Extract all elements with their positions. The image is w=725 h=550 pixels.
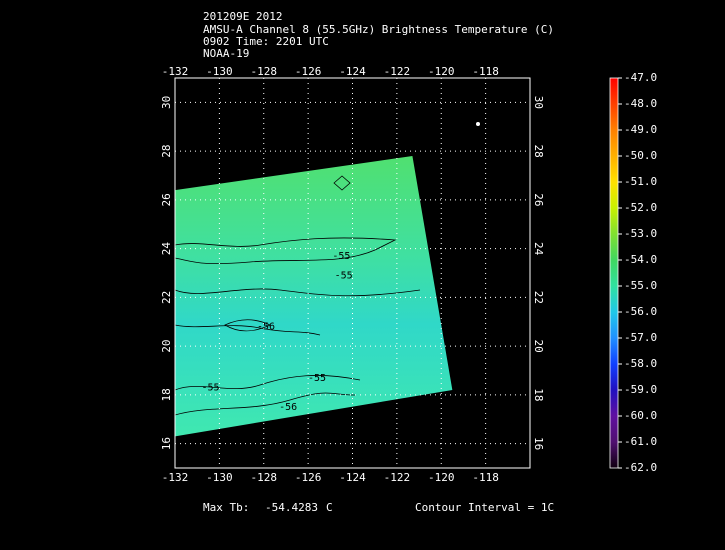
y-tick-label: 24 (160, 242, 173, 256)
colorbar-label: -62.0 (624, 461, 657, 474)
x-tick-label: -132 (162, 471, 189, 484)
y-tick-label: 18 (532, 388, 545, 401)
title-line: AMSU-A Channel 8 (55.5GHz) Brightness Te… (203, 23, 554, 36)
contour-interval: Contour Interval = 1C (415, 501, 554, 514)
colorbar-label: -57.0 (624, 331, 657, 344)
colorbar-label: -51.0 (624, 175, 657, 188)
x-tick-label: -130 (206, 471, 233, 484)
x-tick-label: -128 (251, 65, 278, 78)
y-tick-label: 28 (160, 145, 173, 158)
x-tick-label: -128 (251, 471, 278, 484)
x-tick-label: -132 (162, 65, 189, 78)
y-tick-label: 26 (160, 193, 173, 206)
colorbar-label: -56.0 (624, 305, 657, 318)
plot-frame (174, 77, 531, 469)
max-tb-unit: C (326, 501, 333, 514)
contour-label: -55 (308, 373, 326, 384)
y-tick-label: 16 (532, 437, 545, 450)
contour-line (174, 324, 321, 336)
colorbar-label: -50.0 (624, 149, 657, 162)
contour-line (224, 319, 271, 332)
contour-label: -55 (332, 251, 350, 262)
y-tick-label: 16 (160, 437, 173, 450)
y-tick-label: 22 (160, 291, 173, 304)
contour-line (174, 392, 356, 416)
y-tick-label: 26 (532, 193, 545, 206)
x-tick-label: -122 (384, 65, 411, 78)
x-tick-label: -126 (295, 65, 322, 78)
y-tick-label: 20 (532, 340, 545, 353)
x-tick-label: -122 (384, 471, 411, 484)
x-tick-label: -124 (339, 65, 366, 78)
x-tick-label: -118 (472, 65, 499, 78)
max-tb-label: Max Tb: (203, 501, 249, 514)
colorbar-label: -48.0 (624, 97, 657, 110)
y-tick-label: 22 (532, 291, 545, 304)
colorbar-label: -47.0 (624, 71, 657, 84)
y-tick-label: 28 (532, 145, 545, 158)
swath (175, 156, 453, 437)
x-tick-label: -126 (295, 471, 322, 484)
contour-line (174, 288, 421, 297)
max-tb-value: -54.4283 (265, 501, 318, 514)
contour-label: -56 (279, 402, 297, 413)
colorbar-label: -53.0 (624, 227, 657, 240)
contour-label: -55 (201, 383, 219, 394)
colorbar-label: -52.0 (624, 201, 657, 214)
colorbar-label: -60.0 (624, 409, 657, 422)
colorbar (609, 77, 619, 469)
contour-label: -55 (335, 270, 353, 281)
island (476, 122, 480, 126)
y-tick-label: 24 (532, 242, 545, 256)
y-tick-label: 30 (160, 96, 173, 109)
title-line: NOAA-19 (203, 47, 249, 60)
x-tick-label: -124 (339, 471, 366, 484)
title-line: 0902 Time: 2201 UTC (203, 35, 329, 48)
contour-line (333, 175, 351, 191)
contour-line (174, 375, 361, 391)
x-tick-label: -120 (428, 65, 455, 78)
colorbar-label: -54.0 (624, 253, 657, 266)
colorbar-label: -58.0 (624, 357, 657, 370)
contour-label: -56 (257, 322, 275, 333)
x-tick-label: -120 (428, 471, 455, 484)
x-tick-label: -130 (206, 65, 233, 78)
x-tick-label: -118 (472, 471, 499, 484)
contour-line (174, 237, 397, 265)
colorbar-label: -55.0 (624, 279, 657, 292)
title-line: 201209E 2012 (203, 10, 282, 23)
colorbar-label: -59.0 (624, 383, 657, 396)
y-tick-label: 30 (532, 96, 545, 109)
colorbar-label: -61.0 (624, 435, 657, 448)
y-tick-label: 20 (160, 340, 173, 353)
y-tick-label: 18 (160, 388, 173, 401)
colorbar-label: -49.0 (624, 123, 657, 136)
